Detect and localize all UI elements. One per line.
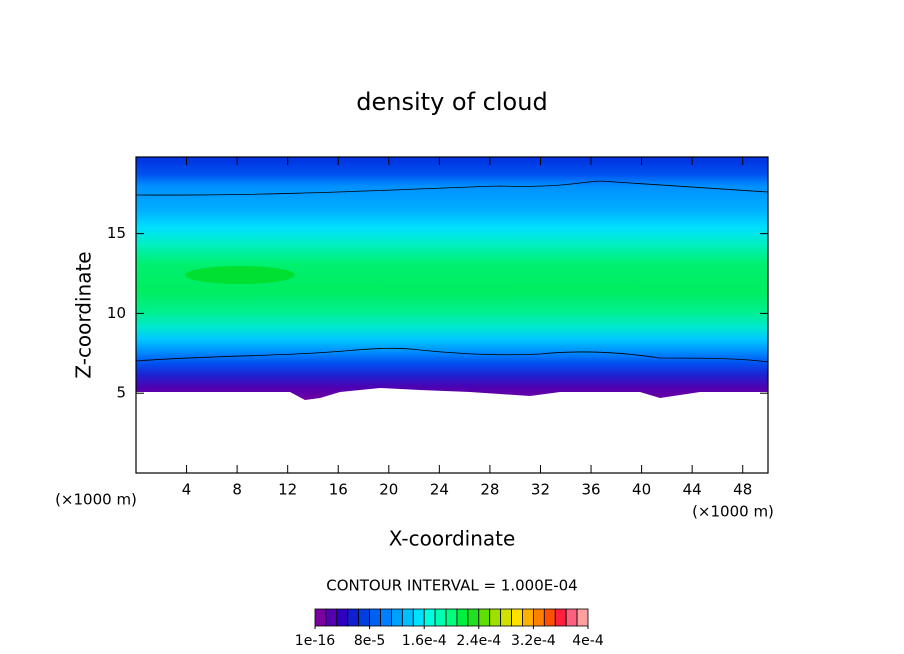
x-tick-label: 8 [232,481,242,499]
colorbar-swatch [423,608,436,627]
colorbar-swatch [314,608,327,627]
colorbar-swatch [391,608,403,627]
y-tick-label: 10 [107,304,126,322]
colorbar-swatch [445,608,458,627]
colorbar-swatch [325,608,338,627]
colorbar-label: 1.6e-4 [402,633,447,649]
colorbar-label: 8e-5 [354,633,385,649]
x-tick-label: 20 [379,481,398,499]
colorbar-swatch [533,608,545,627]
colorbar-swatch [456,608,469,627]
colorbar-swatch [434,608,447,627]
y-tick-label: 15 [107,224,126,242]
x-tick-label: 40 [632,481,651,499]
colorbar-swatch [543,608,556,627]
colorbar-swatch [565,608,578,627]
x-tick-label: 16 [329,481,348,499]
colorbar-label: 1e-16 [295,633,335,649]
y-tick-label: 5 [116,384,126,402]
colorbar-swatch [358,608,370,627]
x-tick-label: 48 [733,481,752,499]
colorbar-swatch [336,608,349,627]
plot-frame [135,156,769,474]
colorbar-swatch [347,608,360,627]
contour-interval: CONTOUR INTERVAL = 1.000E-04 [326,577,577,595]
colorbar-swatch [500,608,512,627]
colorbar-swatch [489,608,502,627]
colorbar-label: 3.2e-4 [511,633,556,649]
x-tick-label: 32 [531,481,550,499]
colorbar-swatch [467,608,480,627]
y-axis-label: Z-coordinate [72,251,96,378]
colorbar-swatch [576,608,589,627]
x-tick-label: 28 [480,481,499,499]
x-tick-label: 12 [278,481,297,499]
colorbar-swatch [554,608,567,627]
x-tick-label: 4 [182,481,192,499]
colorbar-swatch [412,608,425,627]
colorbar-swatch [478,608,491,627]
colorbar-label: 2.4e-4 [456,633,501,649]
colorbar-swatch [401,608,414,627]
x-unit: (×1000 m) [692,503,774,521]
colorbar-swatch [380,608,392,627]
colorbar-swatch [511,608,523,627]
y-unit: (×1000 m) [55,491,137,509]
x-axis-label: X-coordinate [389,527,516,551]
colorbar-swatch [369,608,381,627]
chart-title: density of cloud [356,88,547,116]
colorbar-label: 4e-4 [572,633,604,649]
colorbar-swatch [522,608,534,627]
x-tick-label: 36 [581,481,600,499]
x-tick-label: 44 [683,481,702,499]
contour-field [136,157,768,400]
x-tick-label: 24 [430,481,449,499]
